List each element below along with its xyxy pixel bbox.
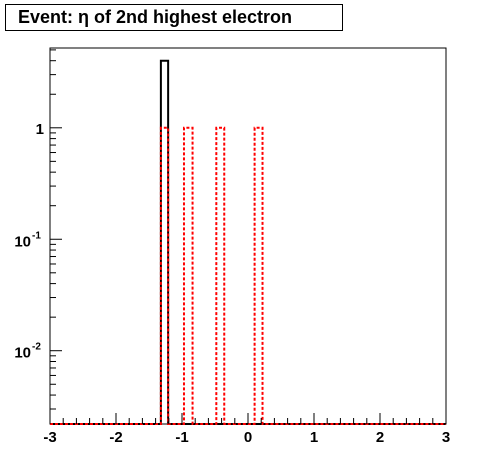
- histogram-bins: [50, 59, 446, 425]
- y-tick-label-base: 10: [14, 345, 31, 362]
- plot-area-border: [49, 47, 447, 425]
- x-tick-label: 1: [310, 429, 318, 446]
- y-tick-label: 10 -2: [14, 342, 41, 362]
- histogram-series-1: [50, 59, 446, 425]
- chart-title: Event: η of 2nd highest electron: [5, 4, 343, 31]
- y-tick-label-base: 10: [14, 233, 31, 250]
- x-tick-label: -3: [43, 429, 56, 446]
- x-tick-label: 3: [442, 429, 450, 446]
- y-tick-label: 1: [36, 121, 44, 138]
- histogram-series-2: [50, 126, 446, 425]
- y-tick-label: 10 -1: [14, 230, 41, 250]
- x-tick-label: 2: [376, 429, 384, 446]
- axis-ticks: [49, 49, 447, 424]
- y-tick-label-exponent: -1: [32, 230, 41, 241]
- x-tick-label: -2: [109, 429, 122, 446]
- y-tick-label-exponent: -2: [32, 342, 41, 353]
- x-tick-label: 0: [244, 429, 252, 446]
- plot-frame: [49, 47, 447, 425]
- x-tick-label: -1: [175, 429, 188, 446]
